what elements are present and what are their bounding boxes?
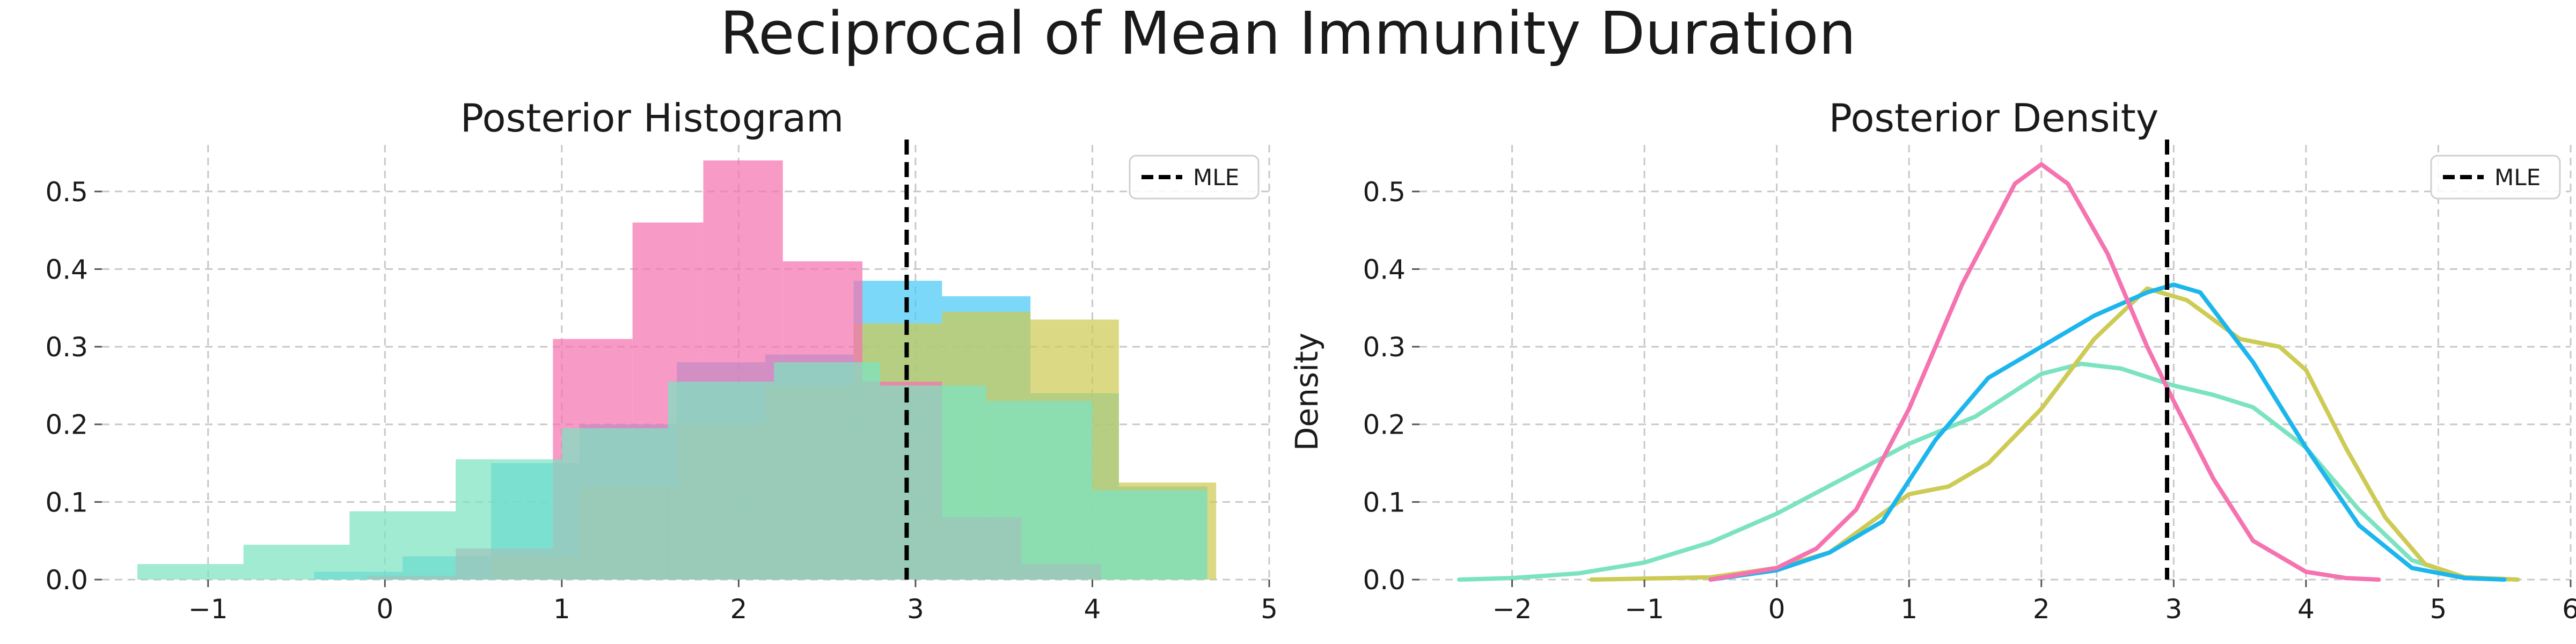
y-tick-label: 0.3 — [45, 332, 88, 363]
histogram-bar — [137, 564, 244, 580]
legend: MLE — [2430, 155, 2561, 200]
y-tick-label: 0.3 — [1363, 332, 1406, 363]
panel-title: Posterior Density — [1829, 96, 2159, 141]
histogram-bar — [349, 511, 456, 580]
legend-label: MLE — [2494, 164, 2541, 191]
histogram-bar — [986, 401, 1093, 580]
histogram-bar — [456, 459, 562, 580]
y-tick-label: 0.5 — [1363, 177, 1406, 208]
panel-density: Posterior Density Density −2 −1 0 1 2 3 4 5 6 0.0… — [1289, 96, 2576, 625]
x-tick-label: 0 — [1768, 594, 1785, 625]
series-group — [1457, 162, 2520, 582]
histogram-bar — [243, 544, 350, 580]
panel-histogram: Posterior Histogram −1 0 1 2 3 4 5 0.0 0.1 0.2 0.3… — [45, 96, 1277, 625]
legend: MLE — [1129, 155, 1260, 200]
histogram-bar — [774, 362, 880, 580]
density-line — [1457, 361, 2520, 582]
y-tick-label: 0.0 — [1363, 565, 1406, 596]
x-tick-label: 3 — [2165, 594, 2182, 625]
tick-labels: −2 −1 0 1 2 3 4 5 6 0.0 0.1 0.2 0.3 0.4 0.5 — [1363, 177, 2576, 625]
y-tick-label: 0.1 — [45, 487, 88, 518]
legend-box — [2430, 155, 2561, 200]
histogram-bar — [561, 428, 668, 580]
x-tick-label: 2 — [2033, 594, 2050, 625]
x-tick-label: −2 — [1492, 594, 1532, 625]
histogram-bar — [880, 385, 986, 580]
x-tick-label: 5 — [2430, 594, 2447, 625]
y-tick-label: 0.2 — [45, 409, 88, 441]
x-tick-label: 5 — [1261, 594, 1278, 625]
x-tick-label: 1 — [553, 594, 570, 625]
x-tick-label: 6 — [2562, 594, 2576, 625]
x-tick-label: −1 — [1624, 594, 1664, 625]
histogram-series — [137, 362, 1208, 580]
y-tick-label: 0.1 — [1363, 487, 1406, 518]
y-tick-label: 0.2 — [1363, 409, 1406, 441]
histogram-bar — [668, 382, 774, 580]
y-tick-label: 0.4 — [45, 254, 88, 285]
figure-title: Reciprocal of Mean Immunity Duration — [720, 0, 1856, 68]
panel-title: Posterior Histogram — [460, 96, 844, 141]
x-tick-label: 0 — [376, 594, 393, 625]
y-tick-label: 0.5 — [45, 177, 88, 208]
y-axis-label: Density — [1289, 333, 1325, 451]
density-line — [1708, 282, 2507, 582]
grid — [1419, 145, 2572, 581]
y-tick-label: 0.4 — [1363, 254, 1406, 285]
y-tick-label: 0.0 — [45, 565, 88, 596]
tick-labels: −1 0 1 2 3 4 5 0.0 0.1 0.2 0.3 0.4 0.5 — [45, 177, 1277, 625]
x-tick-label: 2 — [730, 594, 747, 625]
x-tick-label: 1 — [1900, 594, 1918, 625]
series-group — [137, 160, 1217, 580]
density-line — [1708, 162, 2381, 582]
legend-box — [1129, 155, 1260, 200]
x-tick-label: 4 — [2297, 594, 2315, 625]
x-tick-label: 3 — [907, 594, 924, 625]
x-tick-label: −1 — [188, 594, 228, 625]
histogram-bar — [1092, 490, 1208, 580]
x-tick-label: 4 — [1084, 594, 1101, 625]
legend-label: MLE — [1193, 164, 1239, 191]
